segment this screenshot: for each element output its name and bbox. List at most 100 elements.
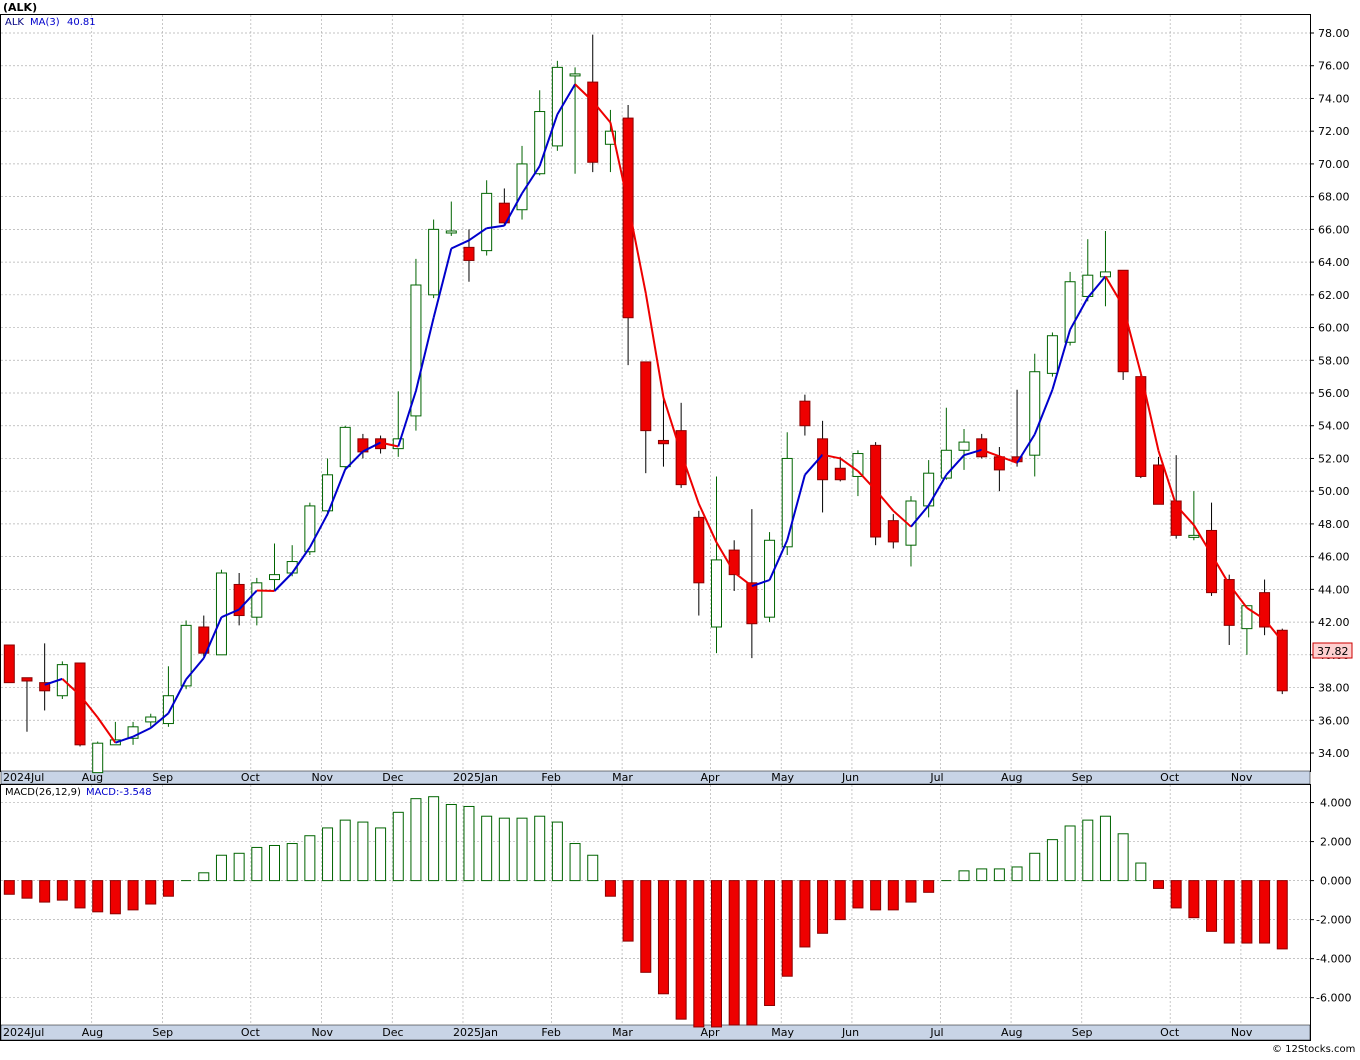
- macd-month-label: Nov: [312, 1026, 334, 1039]
- price-tick-label: 36.00: [1318, 714, 1350, 727]
- candle-down: [658, 440, 668, 443]
- candlestick-series: [4, 35, 1287, 773]
- candle-down: [22, 678, 32, 681]
- macd-tick-label: -6.000: [1316, 992, 1351, 1005]
- price-month-label: Aug: [1001, 771, 1022, 784]
- macd-month-label: May: [771, 1026, 794, 1039]
- chart-title: (ALK): [3, 1, 37, 14]
- price-month-label: Oct: [241, 771, 261, 784]
- macd-bar-negative: [40, 881, 50, 902]
- macd-bar-positive: [270, 845, 280, 880]
- macd-histogram: [4, 797, 1287, 1027]
- macd-bar-positive: [499, 818, 509, 880]
- macd-bar-positive: [429, 797, 439, 881]
- macd-bar-negative: [765, 881, 775, 1006]
- price-month-label: Sep: [152, 771, 173, 784]
- macd-month-label: Jun: [841, 1026, 859, 1039]
- candle-up: [429, 229, 439, 294]
- macd-bar-negative: [605, 881, 615, 897]
- last-price-label: 37.82: [1317, 645, 1349, 658]
- candle-up: [853, 454, 863, 477]
- macd-bar-negative: [712, 881, 722, 1027]
- price-month-axis-bar: [1, 771, 1310, 784]
- ma-segment: [98, 717, 116, 742]
- macd-bar-positive: [977, 869, 987, 881]
- macd-bar-negative: [818, 881, 828, 934]
- macd-bar-positive: [588, 855, 598, 880]
- candle-down: [4, 645, 14, 683]
- macd-bar-negative: [1171, 881, 1181, 908]
- macd-bar-positive: [287, 844, 297, 881]
- price-legend-symbol: ALK: [5, 17, 24, 28]
- candle-down: [694, 517, 704, 582]
- macd-legend-value: MACD:-3.548: [86, 787, 152, 798]
- macd-month-label: 2025Jan: [453, 1026, 498, 1039]
- macd-bar-negative: [1260, 881, 1270, 943]
- candle-up: [570, 74, 580, 76]
- macd-bar-positive: [411, 799, 421, 881]
- macd-bar-positive: [1083, 820, 1093, 880]
- macd-bar-positive: [517, 818, 527, 880]
- candle-down: [1277, 630, 1287, 691]
- price-tick-label: 50.00: [1318, 485, 1350, 498]
- macd-bar-negative: [729, 881, 739, 1025]
- price-tick-label: 48.00: [1318, 518, 1350, 531]
- price-month-label: Feb: [541, 771, 560, 784]
- candle-up: [446, 231, 456, 233]
- macd-bar-negative: [93, 881, 103, 912]
- macd-legend: MACD(26,12,9): [5, 787, 81, 798]
- price-month-label: Aug: [82, 771, 103, 784]
- macd-bar-positive: [1012, 867, 1022, 881]
- candle-down: [977, 439, 987, 457]
- macd-bar-positive: [1100, 816, 1110, 880]
- candle-down: [800, 401, 810, 426]
- macd-bar-positive: [994, 869, 1004, 881]
- macd-month-label: Oct: [241, 1026, 261, 1039]
- price-tick-label: 70.00: [1318, 158, 1350, 171]
- price-month-label: 2025Jan: [453, 771, 498, 784]
- candle-up: [146, 717, 156, 722]
- macd-bar-positive: [1065, 826, 1075, 881]
- candle-up: [216, 573, 226, 655]
- candle-down: [835, 468, 845, 479]
- macd-bar-negative: [906, 881, 916, 902]
- macd-bar-positive: [216, 855, 226, 880]
- price-month-label: Nov: [1231, 771, 1253, 784]
- ma-segment: [292, 547, 310, 573]
- macd-bar-positive: [199, 873, 209, 881]
- price-tick-label: 66.00: [1318, 223, 1350, 236]
- candle-down: [1224, 580, 1234, 626]
- macd-bar-positive: [340, 820, 350, 880]
- macd-bar-negative: [22, 881, 32, 899]
- macd-bar-positive: [570, 844, 580, 881]
- price-tick-label: 60.00: [1318, 322, 1350, 335]
- price-tick-label: 38.00: [1318, 682, 1350, 695]
- price-tick-label: 78.00: [1318, 27, 1350, 40]
- price-legend-ma: MA(3): [30, 17, 60, 28]
- candle-up: [181, 625, 191, 686]
- macd-month-label: 2024Jul: [3, 1026, 44, 1039]
- macd-bar-negative: [128, 881, 138, 910]
- price-month-label: Nov: [312, 771, 334, 784]
- macd-bar-negative: [871, 881, 881, 910]
- macd-tick-label: 0.000: [1320, 875, 1352, 888]
- macd-bar-negative: [888, 881, 898, 910]
- macd-month-label: Sep: [152, 1026, 173, 1039]
- macd-month-label: Sep: [1072, 1026, 1093, 1039]
- macd-bar-positive: [482, 816, 492, 880]
- ma-segment: [734, 573, 752, 587]
- candle-down: [75, 663, 85, 745]
- candle-up: [1189, 535, 1199, 537]
- macd-tick-label: 2.000: [1320, 836, 1352, 849]
- macd-bar-negative: [1224, 881, 1234, 943]
- price-tick-label: 62.00: [1318, 289, 1350, 302]
- macd-bar-negative: [1207, 881, 1217, 932]
- ma-segment: [398, 391, 416, 447]
- price-tick-label: 44.00: [1318, 583, 1350, 596]
- macd-bar-negative: [658, 881, 668, 994]
- macd-bar-positive: [1136, 863, 1146, 881]
- macd-bar-negative: [694, 881, 704, 1027]
- macd-bar-negative: [747, 881, 757, 1025]
- candle-down: [1260, 593, 1270, 627]
- candle-down: [1154, 465, 1164, 504]
